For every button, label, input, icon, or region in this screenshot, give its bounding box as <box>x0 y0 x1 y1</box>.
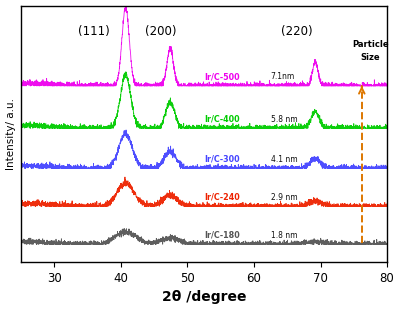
Text: 7.1nm: 7.1nm <box>271 73 295 82</box>
Text: Ir/C-400: Ir/C-400 <box>204 115 240 124</box>
Text: (200): (200) <box>145 24 176 38</box>
Text: Ir/C-500: Ir/C-500 <box>204 73 240 82</box>
X-axis label: 2θ /degree: 2θ /degree <box>162 290 246 304</box>
Text: 2.9 nm: 2.9 nm <box>271 193 297 202</box>
Text: Particle: Particle <box>352 40 389 49</box>
Text: 5.8 nm: 5.8 nm <box>271 115 297 124</box>
Text: 1.8 nm: 1.8 nm <box>271 231 297 240</box>
Text: (220): (220) <box>282 24 313 38</box>
Text: Ir/C-240: Ir/C-240 <box>204 193 240 202</box>
Y-axis label: Intensity/ a.u.: Intensity/ a.u. <box>6 98 16 170</box>
Text: 4.1 nm: 4.1 nm <box>271 155 297 164</box>
Text: (111): (111) <box>78 24 110 38</box>
Text: Size: Size <box>361 53 380 62</box>
Text: Ir/C-180: Ir/C-180 <box>204 231 240 240</box>
Text: Ir/C-300: Ir/C-300 <box>204 155 240 164</box>
